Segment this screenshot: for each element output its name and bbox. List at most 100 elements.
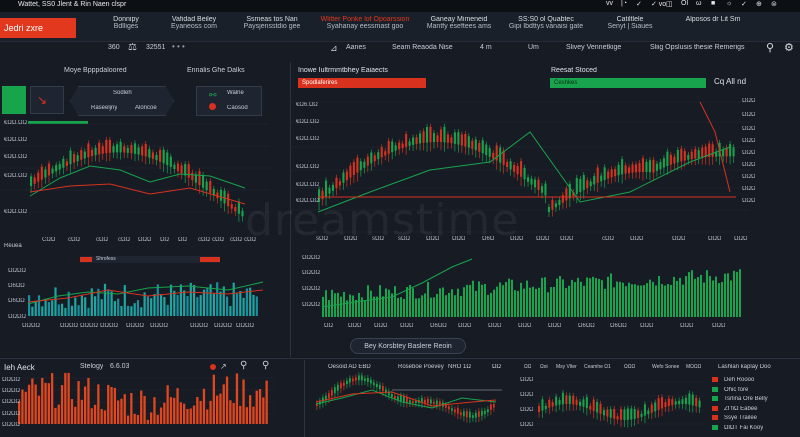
status-icon-9[interactable]: ✓ <box>741 1 747 8</box>
legend-swatch <box>712 386 718 392</box>
legend-item[interactable]: Ohic fore <box>712 386 748 393</box>
main-candle <box>387 137 390 162</box>
header-nav-item-5[interactable]: SS:S0 ol Quabtec Gipi Ibdttys vanaisi gat… <box>500 16 592 30</box>
main-candle <box>704 143 707 165</box>
status-icon-0[interactable]: vv <box>606 0 613 7</box>
slider-handle-left[interactable] <box>80 257 92 262</box>
y-tick-label: ΩΩΩ <box>742 198 756 204</box>
main-candle <box>513 161 516 178</box>
main-volume-bar <box>580 281 582 317</box>
more-icon[interactable]: • • • <box>172 42 185 51</box>
bottom-left-bar <box>97 384 100 424</box>
toolbar-item-5[interactable]: Sliig Opslusis thesie Remerigs <box>650 44 745 51</box>
status-icon-11[interactable]: ⊜ <box>771 1 777 8</box>
left-volume-bar <box>70 305 74 316</box>
compare-icon[interactable]: ⚖ <box>128 42 137 53</box>
right-panel-badge[interactable]: Ceshkes <box>550 78 706 88</box>
slider-handle-right[interactable] <box>200 257 220 262</box>
header-nav-item-2[interactable]: Ssmeas tos Nan Paysjensstdio gee <box>232 16 312 30</box>
legend-label: Tsrlina Ore Belly <box>724 396 768 403</box>
status-icon-10[interactable]: ⊕ <box>756 1 762 8</box>
legend-title: Lashlan kaplay Doo <box>718 364 771 370</box>
main-candle <box>634 161 638 179</box>
header-nav-item-7[interactable]: Alposos dr Lit Sm <box>668 16 758 23</box>
left-volume-bar <box>133 303 136 316</box>
header-nav-item-3[interactable]: Wlitter Ponke lof Opoarssion Syahanay ees… <box>312 16 418 30</box>
settings-icon[interactable]: ⚙ <box>784 42 794 54</box>
toolbar-item-1[interactable]: Seam Reaoda Nise <box>392 44 453 51</box>
x-tick-label: ΩΩΩ <box>488 323 502 329</box>
left-volume-bar <box>183 290 186 316</box>
toolbar-item-3[interactable]: Um <box>528 44 539 51</box>
main-candle <box>467 133 470 156</box>
volume-slider[interactable]: Shrofess <box>80 256 220 263</box>
left-volume-bar <box>219 291 222 316</box>
header-nav-label: Donnipy <box>113 16 139 23</box>
main-volume-bar <box>616 281 618 317</box>
header-nav-sublabel: Bdlliges <box>113 23 139 30</box>
legend-item[interactable]: Tsrlina Ore Belly <box>712 396 768 402</box>
toolbar-item-2[interactable]: 4 m <box>480 44 492 51</box>
range-selector[interactable]: Cq All nd <box>714 77 747 86</box>
legend-item[interactable]: ΩlΩT Fai Kooy <box>712 424 763 431</box>
main-volume-bar <box>481 284 483 317</box>
header-nav-sublabel: Gipi Ibdttys vanaisi gate <box>508 23 584 30</box>
legend-item[interactable]: Ssye Trailee <box>712 415 757 421</box>
status-icon-7[interactable]: ■ <box>711 0 716 7</box>
overlay-toggle-button[interactable]: Bey Korsbtey Baslere Reoin <box>350 338 466 354</box>
main-candlestick-chart <box>290 101 750 233</box>
header-nav-item-6[interactable]: Catiltlele Senyt | Siaues <box>592 16 668 30</box>
share-icon[interactable]: ↗ <box>220 362 227 371</box>
legend-item[interactable]: Deh Roooo <box>712 377 754 383</box>
left-volume-bar <box>150 298 153 316</box>
bottom-left-zoom-icon[interactable]: ⚲ <box>262 360 270 371</box>
status-icon-6[interactable]: ω <box>696 0 702 7</box>
main-candle <box>464 130 467 155</box>
value-card[interactable]: ⚯ Walne Caosod <box>196 86 262 116</box>
left-candle <box>184 161 187 183</box>
status-icon-1[interactable]: |◔ <box>621 0 628 7</box>
legend-label: Ssye Trailee <box>724 415 758 422</box>
main-panel-badge[interactable]: Spodlaferires <box>298 78 426 88</box>
status-icon-5[interactable]: Ol <box>681 0 688 7</box>
x-tick-label: ΩΩΩΩ <box>22 323 40 329</box>
status-icon-4[interactable]: ◫ <box>666 1 673 8</box>
left-candle <box>123 143 126 158</box>
link-icon: ⚯ <box>209 90 217 100</box>
main-candle <box>471 137 474 156</box>
main-vol-trend <box>321 258 473 308</box>
bottom-left-bar <box>235 373 239 424</box>
main-volume-bar <box>442 287 444 317</box>
search-icon[interactable]: ⚲ <box>766 42 775 54</box>
left-volume-bar <box>166 304 169 316</box>
header-nav-item-1[interactable]: Vafidad Beiley Eyaneoss com <box>156 16 232 30</box>
main-candle <box>485 141 488 163</box>
bottom-left-bar <box>216 395 219 424</box>
main-candle <box>673 153 676 170</box>
status-icon-3[interactable]: ✓ vo <box>651 1 667 8</box>
brand-logo[interactable]: Jedri zxre <box>0 18 76 38</box>
header-nav-item-0[interactable]: Donnipy Bdlliges <box>96 16 156 30</box>
x-tick-label: ΩΩΩΩ <box>214 323 232 329</box>
filter-icon[interactable]: ⊿ <box>330 43 338 53</box>
bottom-right-candle <box>558 397 561 410</box>
legend-item[interactable]: Zf fiΩ Eabee <box>712 405 758 412</box>
status-icon-8[interactable]: ☼ <box>726 0 733 7</box>
header-nav-item-4[interactable]: Ganeay Mimeneid Mantfy eseftees ams <box>418 16 500 30</box>
main-candle <box>384 148 387 161</box>
bottom-right-candle <box>555 393 558 413</box>
bottom-left-search-icon[interactable]: ⚲ <box>240 360 248 371</box>
bottom-right-candle <box>579 398 582 411</box>
summary-card[interactable]: Sodleh Raseeljny Aloncoe <box>70 86 174 116</box>
status-icon-2[interactable]: ✓ <box>636 1 642 8</box>
left-volume-bar <box>34 300 37 316</box>
left-candle <box>47 160 51 184</box>
bottom-left-bar <box>166 385 169 424</box>
toolbar-item-4[interactable]: Slivey Vennetkige <box>566 44 622 51</box>
left-candle <box>212 185 215 202</box>
main-volume-bar <box>346 300 348 317</box>
toolbar-item-0[interactable]: Aanes <box>346 44 366 51</box>
trend-card[interactable]: ↘ <box>30 86 64 114</box>
left-candle <box>169 153 172 175</box>
bottom-left-bar <box>87 377 90 424</box>
